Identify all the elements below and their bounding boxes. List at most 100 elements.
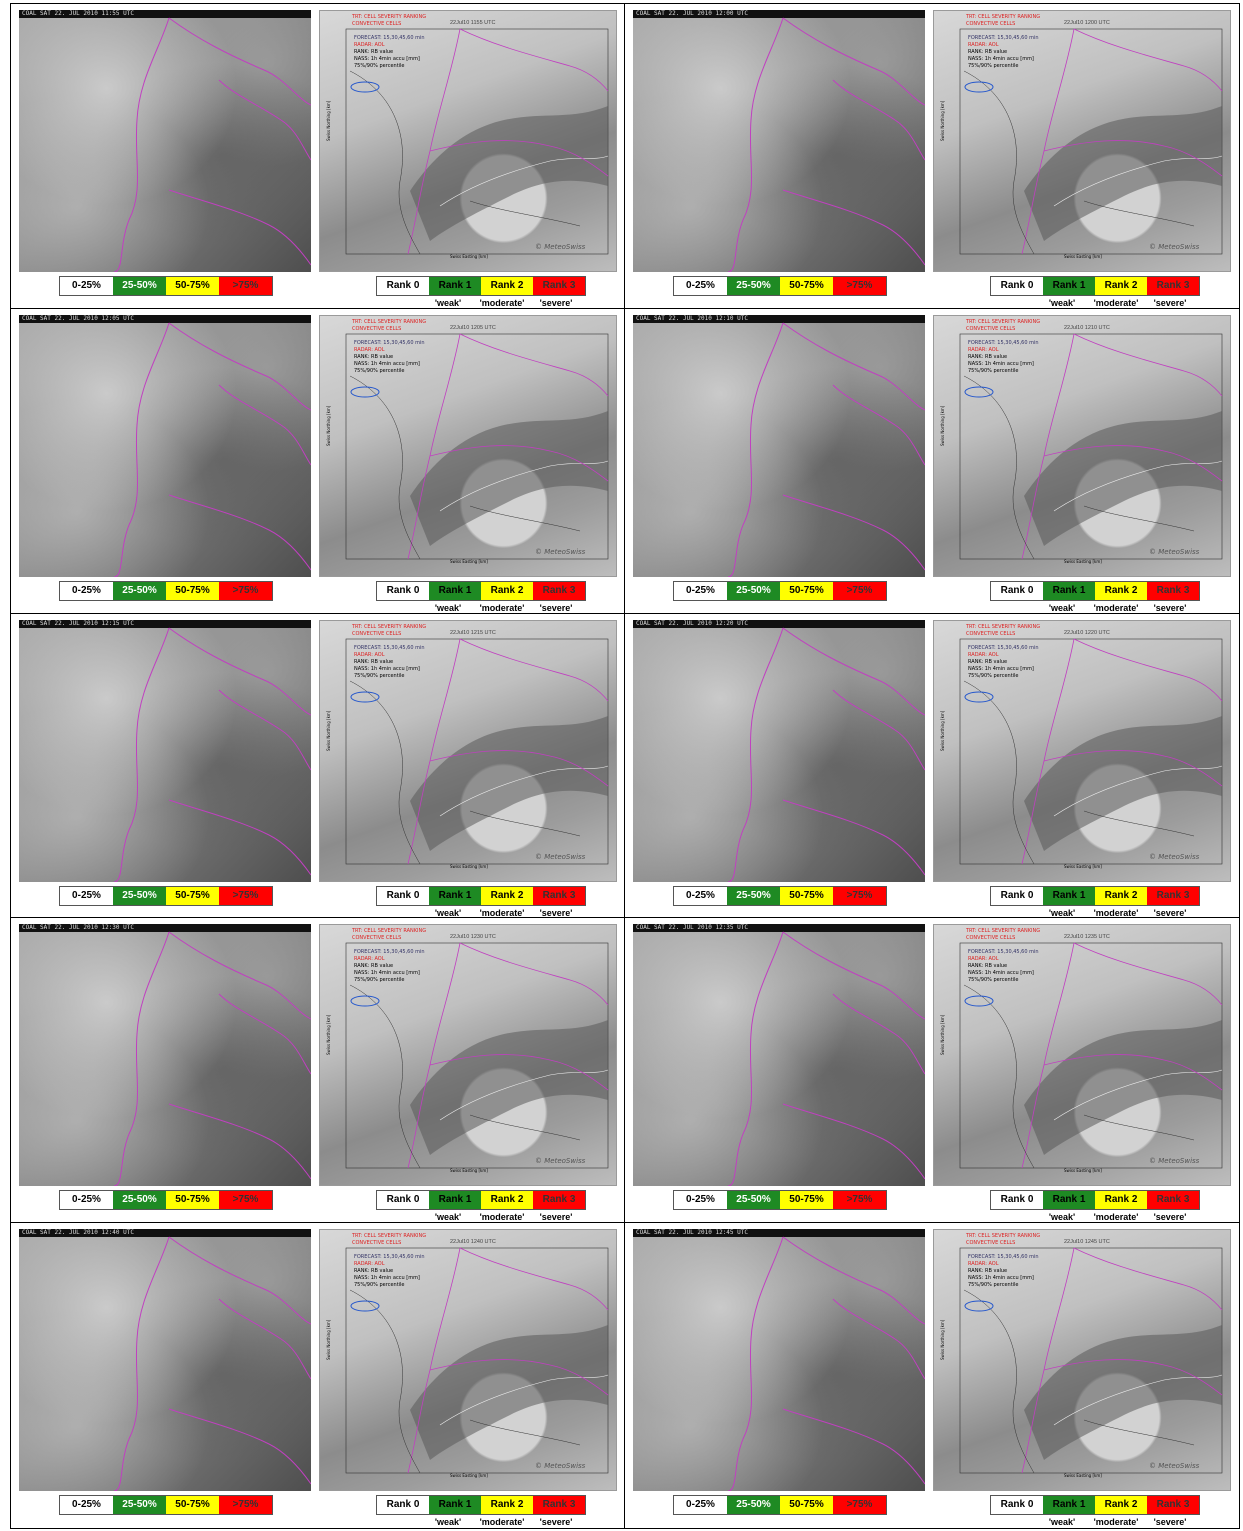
legend-ellipse [964,995,994,1007]
satellite-overlay [727,17,925,272]
severity-labels: 'weak' 'moderate' 'severe' [1035,1212,1197,1222]
rank-chip-2: Rank 2 [481,1191,533,1210]
severity-severe: 'severe' [539,298,573,308]
relief-alps [1053,765,1223,816]
rank-chip-0: Rank 0 [991,1496,1043,1515]
severity-labels: 'weak' 'moderate' 'severe' [1035,603,1197,613]
legend-chip-75-plus: >75% [219,1191,272,1210]
country-border [727,17,784,272]
severity-labels: 'weak' 'moderate' 'severe' [1035,1517,1197,1527]
y-axis-label: Swiss Northing [km] [326,405,331,446]
rank-chip-3: Rank 3 [1147,277,1199,295]
x-axis-label: Swiss Easting [km] [450,254,488,259]
figure-panel: COAL SAT 22. JUL 2010 12:35 UTC [625,918,1239,1224]
river [469,1419,581,1446]
severity-severe: 'severe' [1153,602,1187,613]
radar-rank-label: RANK: RB value [354,1268,394,1275]
rank-chip-1: Rank 1 [429,1496,481,1515]
country-border [113,322,170,577]
radar-source-label: RADAR: AOL [968,651,999,658]
rank-chip-2: Rank 2 [1095,277,1147,295]
probability-legend: 0-25% 25-50% 50-75% >75% [59,1190,273,1211]
radar-map: TRT: CELL SEVERITY RANKING CONVECTIVE CE… [933,1229,1231,1492]
legend-ellipse [350,81,380,93]
meteoswiss-logo: © MeteoSwiss [1149,1157,1200,1166]
severity-labels: 'weak' 'moderate' 'severe' [421,298,583,308]
severity-labels: 'weak' 'moderate' 'severe' [421,908,583,918]
severity-severe: 'severe' [1153,1517,1187,1528]
radar-forecast-label: FORECAST: 15,30,45,60 min [968,339,1039,346]
severity-moderate: 'moderate' [1093,1212,1139,1223]
legend-ellipse [350,1300,380,1312]
radar-overlay [345,943,609,1169]
radar-timestamp: 22Jul10 1235 UTC [1064,934,1110,941]
relief-alps [1024,410,1222,546]
radar-map: TRT: CELL SEVERITY RANKING CONVECTIVE CE… [319,1229,617,1492]
country-border [168,189,311,266]
radar-percentile-label: 75%/90% percentile [968,1282,1019,1289]
legend-chip-75-plus: >75% [219,1496,272,1515]
legend-ellipse [350,386,380,398]
severity-severe: 'severe' [539,602,573,613]
rank-chip-3: Rank 3 [533,581,585,600]
radar-nass-label: NASS: 1h 4min accu [mm] [354,970,420,977]
satellite-image: COAL SAT 22. JUL 2010 12:10 UTC [633,314,925,577]
radar-forecast-label: FORECAST: 15,30,45,60 min [354,1254,425,1261]
radar-map: TRT: CELL SEVERITY RANKING CONVECTIVE CE… [319,619,617,882]
satellite-overlay [727,1236,925,1492]
y-axis-label: Swiss Northing [km] [940,1015,945,1056]
country-border [782,494,925,571]
y-axis-label: Swiss Northing [km] [326,1015,331,1056]
figure-panel: COAL SAT 22. JUL 2010 12:45 UTC [625,1223,1239,1528]
radar-nass-label: NASS: 1h 4min accu [mm] [354,665,420,672]
severity-moderate: 'moderate' [1093,1517,1139,1528]
radar-nass-label: NASS: 1h 4min accu [mm] [968,56,1034,62]
legend-chip-25-50: 25-50% [113,277,166,295]
satellite-image: COAL SAT 22. JUL 2010 12:05 UTC [19,314,311,577]
satellite-header: COAL SAT 22. JUL 2010 12:30 UTC [19,924,311,933]
legend-chip-50-75: 50-75% [780,886,833,905]
rank-chip-2: Rank 2 [481,581,533,600]
country-border [113,627,170,882]
satellite-header: COAL SAT 22. JUL 2010 11:55 UTC [19,10,311,18]
meteoswiss-logo: © MeteoSwiss [535,852,586,861]
severity-weak: 'weak' [1048,1517,1076,1528]
relief-alps [439,1070,609,1121]
radar-percentile-label: 75%/90% percentile [354,672,405,679]
legend-chip-25-50: 25-50% [727,1496,780,1515]
radar-source-label: RADAR: AOL [968,956,999,963]
y-axis-label: Swiss Northing [km] [326,1319,331,1361]
radar-timestamp: 22Jul10 1155 UTC [450,20,496,26]
radar-forecast-label: FORECAST: 15,30,45,60 min [968,35,1039,41]
radar-forecast-label: FORECAST: 15,30,45,60 min [354,35,425,41]
rank-chip-1: Rank 1 [429,1191,481,1210]
legend-ellipse [964,386,994,398]
legend-chip-75-plus: >75% [219,886,272,905]
radar-rank-label: RANK: RB value [354,963,394,970]
severity-weak: 'weak' [1048,298,1076,308]
radar-percentile-label: 75%/90% percentile [968,367,1019,374]
radar-convective-label: CONVECTIVE CELLS [966,630,1016,637]
rank-chip-0: Rank 0 [991,277,1043,295]
river [963,1289,1035,1474]
radar-convective-label: CONVECTIVE CELLS [966,21,1016,27]
radar-forecast-label: FORECAST: 15,30,45,60 min [354,339,425,346]
radar-overlay [345,638,609,864]
rank-chip-1: Rank 1 [1043,1496,1095,1515]
river [349,70,421,255]
country-border [459,28,609,92]
relief-alps [410,1020,608,1156]
satellite-header: COAL SAT 22. JUL 2010 12:35 UTC [633,924,925,933]
x-axis-label: Swiss Easting [km] [1064,254,1102,259]
country-border [727,1237,784,1492]
country-border [832,689,925,770]
satellite-overlay [727,627,925,882]
legend-chip-0-25: 0-25% [674,581,727,600]
radar-timestamp: 22Jul10 1205 UTC [450,324,496,331]
country-border [1043,444,1223,482]
rank-legend: Rank 0 Rank 1 Rank 2 Rank 3 [990,1495,1200,1516]
x-axis-label: Swiss Easting [km] [1064,1168,1102,1174]
meteoswiss-logo: © MeteoSwiss [1149,547,1200,556]
severity-weak: 'weak' [434,1517,462,1528]
legend-ellipse [964,691,994,703]
